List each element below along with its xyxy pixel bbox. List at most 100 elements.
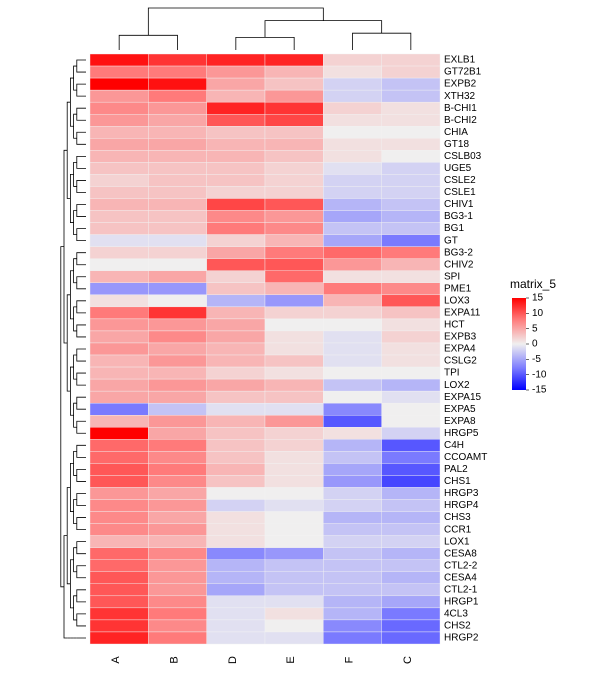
heatmap-cell <box>90 259 148 271</box>
heatmap-cell <box>265 560 323 572</box>
heatmap-cell <box>265 391 323 403</box>
heatmap-cell <box>323 235 381 247</box>
heatmap-cell <box>265 162 323 174</box>
heatmap-cell <box>148 415 206 427</box>
row-label: B-CHI1 <box>444 103 477 114</box>
heatmap-cell <box>323 632 381 644</box>
heatmap-cell <box>90 295 148 307</box>
heatmap-cell <box>207 162 265 174</box>
row-label: HRGP4 <box>444 500 479 511</box>
heatmap-cell <box>382 427 440 439</box>
heatmap-cell <box>207 427 265 439</box>
heatmap-cell <box>148 283 206 295</box>
heatmap-cell <box>148 78 206 90</box>
legend-tick-label: 5 <box>532 323 538 334</box>
heatmap-cell <box>382 620 440 632</box>
heatmap-cell <box>90 391 148 403</box>
heatmap-cell <box>207 319 265 331</box>
row-label: UGE5 <box>444 163 472 174</box>
row-label: PAL2 <box>444 464 468 475</box>
heatmap-cell <box>265 331 323 343</box>
row-label: CSLB03 <box>444 151 482 162</box>
heatmap-cell <box>265 524 323 536</box>
heatmap-cell <box>323 295 381 307</box>
heatmap-cell <box>207 451 265 463</box>
row-label: CESA4 <box>444 572 477 583</box>
heatmap-cell <box>382 295 440 307</box>
heatmap-cell <box>207 66 265 78</box>
heatmap-cell <box>90 500 148 512</box>
row-label: EXPA15 <box>444 392 481 403</box>
heatmap-cell <box>207 596 265 608</box>
row-label: LOX3 <box>444 295 470 306</box>
heatmap-cell <box>148 114 206 126</box>
heatmap-cell <box>148 235 206 247</box>
heatmap-cell <box>382 126 440 138</box>
heatmap-cell <box>148 403 206 415</box>
heatmap-cell <box>382 572 440 584</box>
heatmap-cell <box>265 572 323 584</box>
heatmap-cell <box>323 620 381 632</box>
row-label: 4CL3 <box>444 609 468 620</box>
heatmap-cell <box>382 307 440 319</box>
row-label: EXPA8 <box>444 416 476 427</box>
heatmap-cell <box>265 355 323 367</box>
heatmap-cell <box>382 451 440 463</box>
legend-tick-label: 15 <box>532 293 544 304</box>
heatmap-cell <box>265 114 323 126</box>
heatmap-cell <box>382 78 440 90</box>
heatmap-cell <box>265 379 323 391</box>
heatmap-cell <box>323 66 381 78</box>
heatmap-cell <box>382 343 440 355</box>
row-label: CHIV1 <box>444 199 474 210</box>
heatmap-cell <box>382 259 440 271</box>
heatmap-cell <box>148 451 206 463</box>
row-label: CSLE2 <box>444 175 476 186</box>
heatmap-cell <box>148 500 206 512</box>
heatmap-cell <box>265 439 323 451</box>
heatmap-cell <box>90 247 148 259</box>
heatmap-cell <box>148 138 206 150</box>
col-label: E <box>285 656 297 663</box>
heatmap-cell <box>207 186 265 198</box>
heatmap-cell <box>90 596 148 608</box>
heatmap-cell <box>207 608 265 620</box>
heatmap-cell <box>148 343 206 355</box>
row-label: EXPB2 <box>444 79 477 90</box>
col-label: B <box>169 656 181 663</box>
heatmap-cell <box>323 319 381 331</box>
row-label: EXPA11 <box>444 308 481 319</box>
heatmap-cell <box>90 451 148 463</box>
row-label: CESA8 <box>444 548 477 559</box>
heatmap-cell <box>207 403 265 415</box>
heatmap-cell <box>382 536 440 548</box>
heatmap-cell <box>265 102 323 114</box>
heatmap-cell <box>323 403 381 415</box>
heatmap-cell <box>90 331 148 343</box>
heatmap-cell <box>382 548 440 560</box>
heatmap-cell <box>207 572 265 584</box>
heatmap-cell <box>207 463 265 475</box>
heatmap-cell <box>207 355 265 367</box>
heatmap-cell <box>90 439 148 451</box>
heatmap-cell <box>148 307 206 319</box>
heatmap-cell <box>90 512 148 524</box>
heatmap-cell <box>90 487 148 499</box>
heatmap-cell <box>265 475 323 487</box>
heatmap-cell <box>323 198 381 210</box>
heatmap-cell <box>207 307 265 319</box>
col-label: D <box>227 656 239 664</box>
heatmap-cell <box>90 126 148 138</box>
heatmap-cell <box>90 560 148 572</box>
heatmap-cell <box>382 114 440 126</box>
heatmap-cell <box>148 186 206 198</box>
row-label: BG1 <box>444 223 464 234</box>
heatmap-cell <box>382 150 440 162</box>
heatmap-cell <box>90 319 148 331</box>
heatmap-cell <box>90 90 148 102</box>
heatmap-cell <box>207 54 265 66</box>
heatmap-cell <box>323 223 381 235</box>
heatmap-cell <box>265 403 323 415</box>
heatmap-cell <box>207 114 265 126</box>
heatmap-cell <box>382 186 440 198</box>
